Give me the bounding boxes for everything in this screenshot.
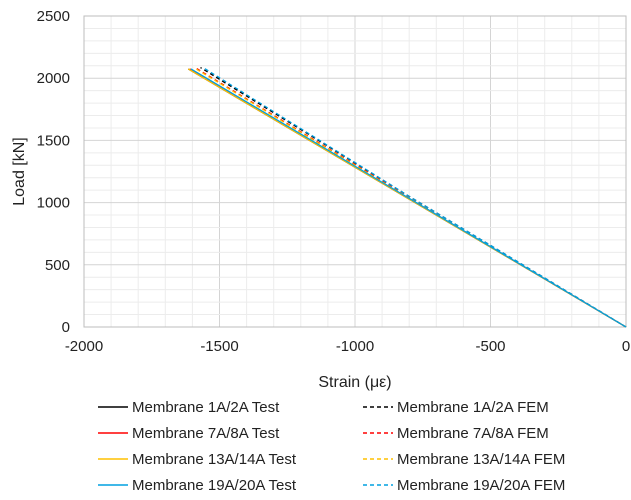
x-tick-label: -2000: [65, 338, 103, 355]
y-tick-label: 0: [62, 319, 70, 336]
legend-label: Membrane 19A/20A Test: [132, 477, 297, 494]
legend-label: Membrane 7A/8A Test: [132, 425, 280, 442]
x-tick-label: 0: [622, 338, 630, 355]
y-tick-label: 2500: [37, 8, 70, 25]
y-tick-label: 2000: [37, 70, 70, 87]
legend-label: Membrane 1A/2A FEM: [397, 399, 549, 416]
y-tick-label: 1000: [37, 195, 70, 212]
grid: [83, 15, 627, 328]
x-axis-label: Strain (με): [318, 374, 391, 391]
tick-labels: -2000 -1500 -1000 -500 0 0 500 1000 1500 2000 2500: [37, 8, 631, 355]
legend-label: Membrane 13A/14A Test: [132, 451, 297, 468]
x-tick-label: -1500: [200, 338, 238, 355]
x-tick-label: -1000: [336, 338, 374, 355]
plot-series: [187, 67, 627, 328]
legend-label: Membrane 19A/20A FEM: [397, 477, 565, 494]
plot-area-frame: [83, 15, 627, 328]
legend-label: Membrane 13A/14A FEM: [397, 451, 565, 468]
y-axis-label: Load [kN]: [11, 137, 28, 205]
legend: Membrane 1A/2A Test Membrane 1A/2A FEM Mem…: [98, 399, 565, 494]
legend-label: Membrane 7A/8A FEM: [397, 425, 549, 442]
y-tick-label: 1500: [37, 132, 70, 149]
series-line-8: [202, 67, 627, 328]
y-tick-label: 500: [45, 257, 70, 274]
legend-label: Membrane 1A/2A Test: [132, 399, 280, 416]
x-tick-label: -500: [475, 338, 505, 355]
series-line-7: [190, 68, 627, 328]
